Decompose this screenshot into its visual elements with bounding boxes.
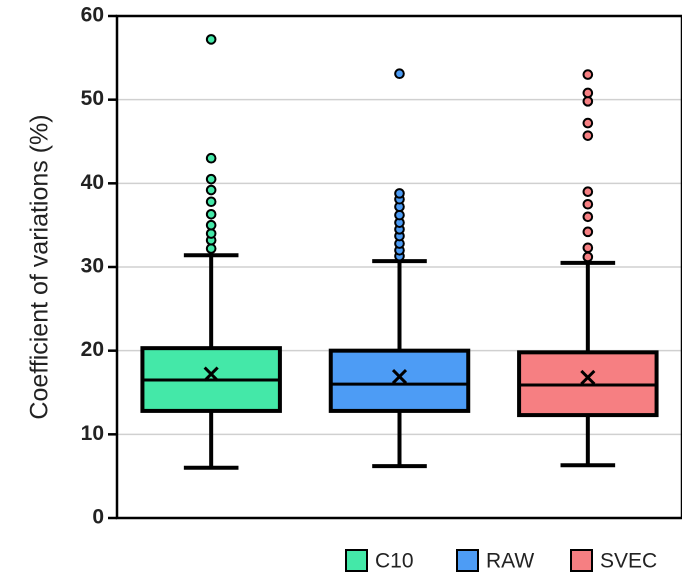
y-axis: 0 10 20 30 40 50 60 <box>81 4 117 529</box>
y-tick-label: 40 <box>81 171 104 194</box>
y-tick-label: 60 <box>81 4 104 27</box>
legend-label: C10 <box>375 550 414 573</box>
y-tick-label: 10 <box>81 422 104 445</box>
box-iqr <box>328 348 471 413</box>
legend-swatch <box>570 549 593 572</box>
legend-label: SVEC <box>600 550 657 573</box>
outlier-point <box>205 243 217 254</box>
legend: C10 RAW SVEC <box>345 549 657 573</box>
box-c10 <box>140 34 282 470</box>
outlier-point <box>582 211 594 223</box>
outlier-point <box>205 196 217 208</box>
outlier-point <box>205 184 217 196</box>
outlier-point <box>582 251 594 263</box>
mean-marker <box>203 366 219 382</box>
outlier-point <box>205 152 217 164</box>
legend-swatch <box>345 549 368 572</box>
box-raw <box>328 68 471 469</box>
outlier-point <box>394 188 405 199</box>
mean-marker <box>391 369 408 385</box>
outlier-point <box>205 208 217 220</box>
outlier-point <box>582 87 594 99</box>
outlier-point <box>582 117 594 129</box>
outlier-point <box>205 34 217 45</box>
legend-item-svec: SVEC <box>570 549 657 573</box>
legend-item-raw: RAW <box>456 549 534 573</box>
box-series-group <box>140 34 659 470</box>
legend-item-c10: C10 <box>345 549 414 573</box>
outlier-point <box>394 209 405 221</box>
outlier-point <box>582 242 594 254</box>
outlier-point <box>582 69 594 80</box>
outlier-point <box>394 68 405 80</box>
y-tick-label: 0 <box>92 506 104 529</box>
y-axis-label: Coefficient of variations (%) <box>26 114 54 419</box>
outlier-point <box>582 186 594 197</box>
legend-label: RAW <box>486 550 534 573</box>
y-tick-label: 30 <box>81 255 104 278</box>
outlier-point <box>582 96 594 107</box>
outlier-point <box>205 228 217 239</box>
box-svec <box>517 69 659 468</box>
mean-marker <box>580 369 596 386</box>
outlier-point <box>205 219 217 231</box>
outlier-point <box>582 198 594 210</box>
legend-swatch <box>456 549 479 572</box>
y-tick-label: 50 <box>81 87 104 110</box>
outlier-point <box>205 173 217 185</box>
y-tick-label: 20 <box>81 338 104 361</box>
outlier-point <box>582 130 594 141</box>
outlier-point <box>582 226 594 238</box>
